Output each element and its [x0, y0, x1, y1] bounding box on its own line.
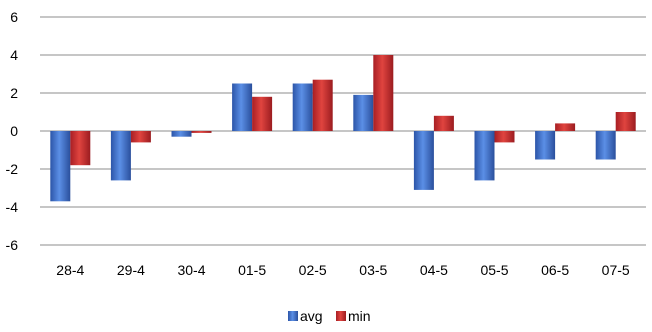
y-tick-label: 2	[10, 85, 18, 101]
y-tick-label: -6	[6, 237, 19, 253]
x-axis-ticks: 28-4 29-4 30-4 01-5 02-5 03-5 04-5 05-5 06-5 07-5	[56, 262, 630, 278]
x-tick-label: 02-5	[299, 262, 327, 278]
legend-label-avg: avg	[300, 308, 323, 324]
x-tick-label: 03-5	[359, 262, 387, 278]
bar-min-06-5	[555, 123, 576, 131]
y-axis-ticks: -6 -4 -2 0 2 4 6	[6, 9, 19, 253]
legend: avg min	[288, 308, 371, 324]
y-tick-label: -2	[6, 161, 19, 177]
y-tick-label: -4	[6, 199, 19, 215]
bar-min-02-5	[312, 79, 333, 131]
bar-avg-04-5	[413, 131, 434, 190]
legend-swatch-avg	[288, 311, 298, 321]
bar-min-07-5	[615, 112, 636, 131]
y-tick-label: 4	[10, 47, 18, 63]
x-tick-label: 05-5	[480, 262, 508, 278]
x-tick-label: 07-5	[602, 262, 630, 278]
bar-min-30-4	[191, 131, 212, 133]
bar-min-01-5	[252, 96, 273, 131]
bar-min-28-4	[70, 131, 91, 166]
x-tick-label: 28-4	[56, 262, 84, 278]
legend-label-min: min	[348, 308, 371, 324]
bar-avg-30-4	[171, 131, 192, 137]
y-tick-label: 0	[10, 123, 18, 139]
bars	[50, 55, 636, 202]
bar-min-04-5	[433, 115, 454, 131]
x-tick-label: 30-4	[177, 262, 205, 278]
bar-avg-01-5	[232, 83, 253, 131]
bar-min-05-5	[494, 131, 515, 143]
x-tick-label: 04-5	[420, 262, 448, 278]
x-tick-label: 06-5	[541, 262, 569, 278]
bar-avg-29-4	[110, 131, 131, 181]
x-tick-label: 01-5	[238, 262, 266, 278]
bar-avg-05-5	[474, 131, 495, 181]
y-tick-label: 6	[10, 9, 18, 25]
bar-avg-02-5	[292, 83, 313, 131]
legend-swatch-min	[336, 311, 346, 321]
x-tick-label: 29-4	[117, 262, 145, 278]
bar-min-03-5	[373, 55, 394, 131]
bar-min-29-4	[130, 131, 151, 143]
bar-avg-03-5	[353, 94, 374, 131]
bar-avg-07-5	[595, 131, 616, 160]
bar-avg-28-4	[50, 131, 71, 202]
bar-avg-06-5	[535, 131, 556, 160]
